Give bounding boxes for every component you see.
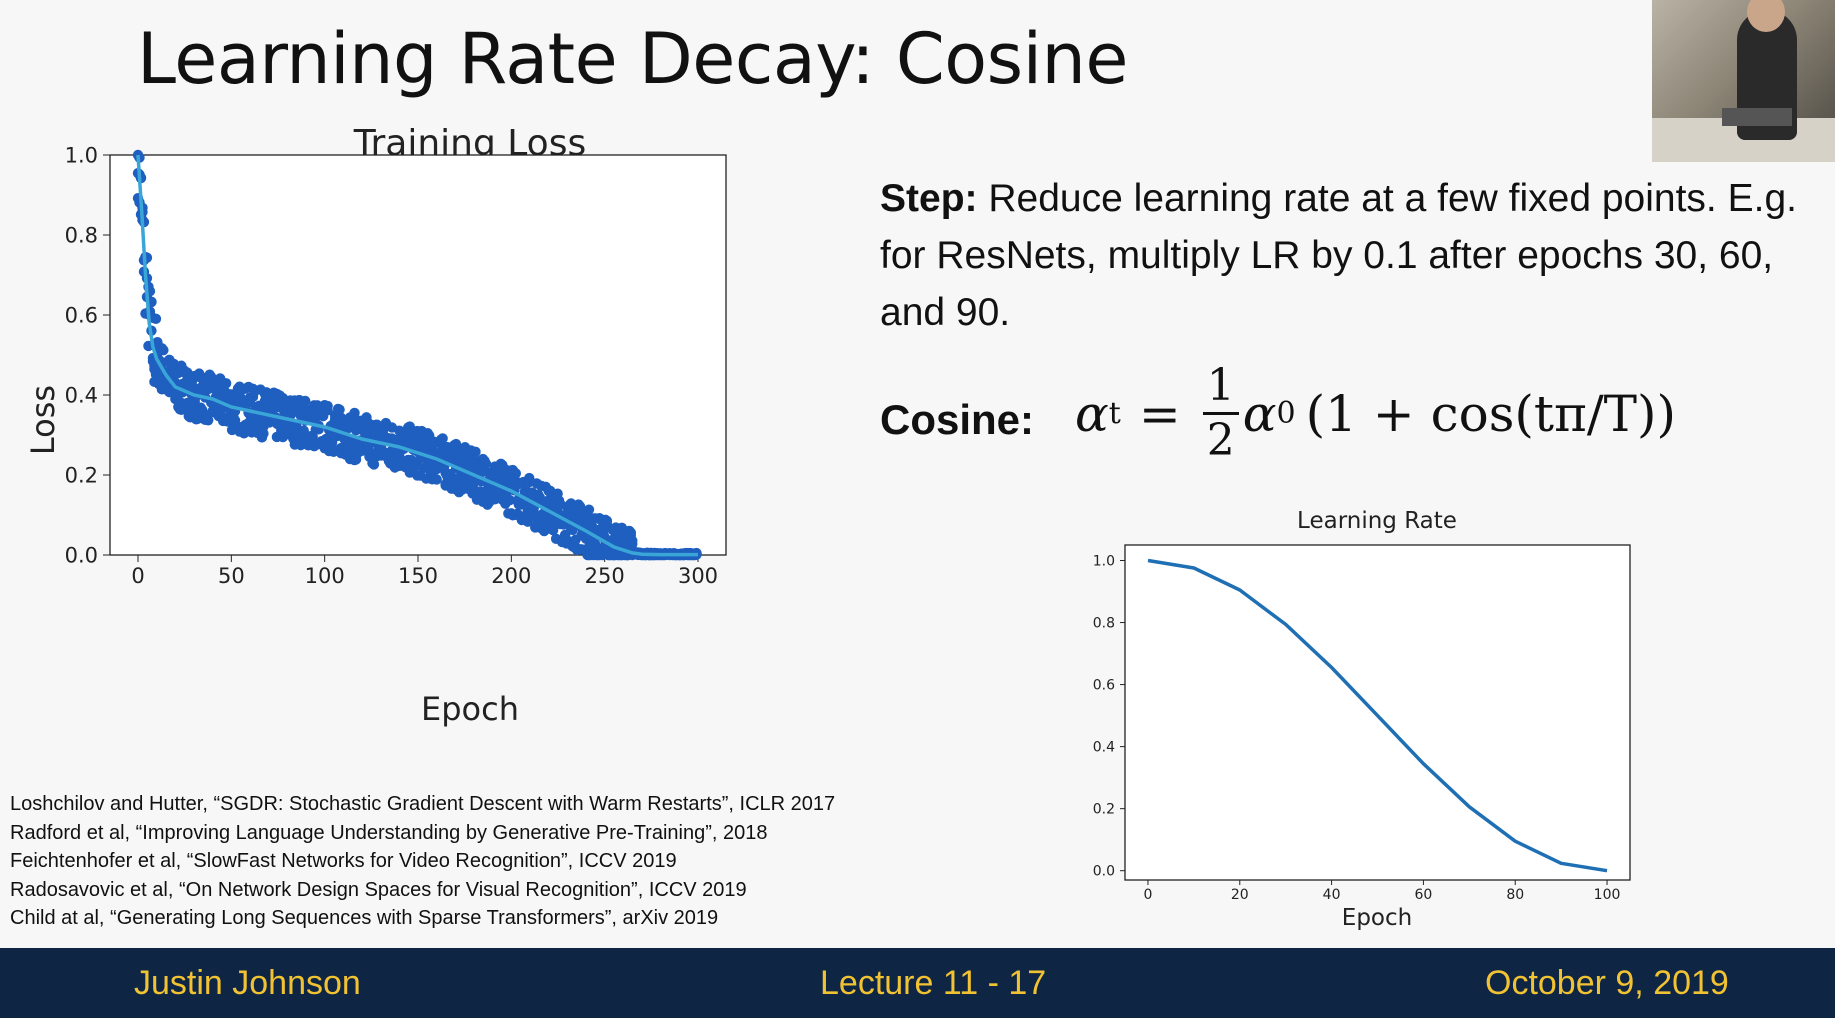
training-loss-plot: 0 50 100 150 200 250 300 0.0 0.2 0.4 0.6 0.8 1.0 bbox=[65, 143, 727, 588]
x-tick-label: 100 bbox=[305, 564, 345, 588]
step-description: Step: Reduce learning rate at a few fixe… bbox=[880, 170, 1820, 341]
x-tick-label: 40 bbox=[1323, 887, 1341, 903]
y-tick-label: 0.0 bbox=[1093, 864, 1115, 880]
loss-point bbox=[150, 313, 162, 325]
x-tick-label: 0 bbox=[131, 564, 144, 588]
slide-title: Learning Rate Decay: Cosine bbox=[137, 18, 1128, 100]
loss-point bbox=[583, 504, 595, 515]
presenter-webcam bbox=[1652, 0, 1835, 162]
slide-footer: Justin Johnson Lecture 11 - 17 October 9… bbox=[0, 948, 1835, 1018]
x-tick-label: 150 bbox=[398, 564, 438, 588]
formula-equals: = bbox=[1138, 384, 1181, 443]
plot-frame bbox=[1124, 544, 1631, 881]
y-tick-label: 0.8 bbox=[1093, 615, 1115, 631]
y-tick-label: 0.6 bbox=[1093, 677, 1115, 693]
loss-point bbox=[158, 344, 169, 356]
x-tick-label: 60 bbox=[1414, 887, 1432, 903]
loss-point bbox=[431, 474, 442, 485]
loss-point bbox=[480, 458, 492, 469]
footer-date: October 9, 2019 bbox=[1485, 964, 1729, 1002]
loss-point bbox=[322, 400, 333, 412]
webcam-presenter-head bbox=[1747, 0, 1785, 32]
loss-point bbox=[437, 433, 448, 444]
x-tick-label: 20 bbox=[1231, 887, 1249, 903]
y-tick-label: 0.4 bbox=[1093, 740, 1115, 756]
loss-point bbox=[220, 378, 232, 389]
training-loss-chart: Training Loss 0 50 100 150 200 250 3000.00.20.… bbox=[24, 123, 727, 728]
formula-alpha-t-sub: t bbox=[1108, 396, 1121, 431]
learning-rate-xlabel: Epoch bbox=[1342, 905, 1412, 931]
y-tick-label: 0.6 bbox=[65, 303, 98, 327]
loss-point bbox=[261, 387, 272, 398]
training-loss-ylabel: Loss bbox=[24, 385, 62, 455]
x-tick-label: 80 bbox=[1506, 887, 1524, 903]
formula-half: 1 2 bbox=[1202, 360, 1239, 467]
loss-point bbox=[334, 404, 345, 415]
loss-point bbox=[229, 415, 241, 426]
loss-point bbox=[510, 468, 522, 479]
y-tick-label: 0.4 bbox=[65, 383, 98, 407]
x-tick-label: 100 bbox=[1594, 887, 1621, 903]
loss-point bbox=[202, 415, 214, 426]
loss-point bbox=[349, 407, 360, 419]
loss-point bbox=[504, 494, 516, 506]
y-tick-label: 1.0 bbox=[65, 143, 98, 167]
loss-point bbox=[567, 524, 578, 536]
loss-point bbox=[368, 459, 380, 470]
x-tick-label: 200 bbox=[491, 564, 531, 588]
references-list: Loshchilov and Hutter, “SGDR: Stochastic… bbox=[10, 790, 835, 933]
step-label: Step: bbox=[880, 177, 978, 220]
formula-alpha-t: α bbox=[1075, 384, 1109, 443]
footer-lecture: Lecture 11 - 17 bbox=[820, 964, 1047, 1002]
formula-alpha-0-sub: 0 bbox=[1276, 396, 1296, 431]
formula-frac-num: 1 bbox=[1202, 360, 1239, 415]
x-tick-label: 0 bbox=[1143, 887, 1152, 903]
y-tick-label: 1.0 bbox=[1093, 553, 1115, 569]
formula-alpha-0: α bbox=[1242, 384, 1277, 443]
step-text: Reduce learning rate at a few fixed poin… bbox=[880, 177, 1797, 334]
y-tick-label: 0.2 bbox=[65, 463, 98, 487]
reference-item: Feichtenhofer et al, “SlowFast Networks … bbox=[10, 850, 677, 872]
cosine-label: Cosine: bbox=[880, 396, 1035, 443]
reference-item: Radosavovic et al, “On Network Design Sp… bbox=[10, 878, 747, 901]
y-tick-label: 0.0 bbox=[65, 543, 98, 567]
plot-frame bbox=[109, 154, 727, 556]
learning-rate-plot: 0 20 40 60 80 100 0.0 0.2 0.4 0.6 0.8 1.0 bbox=[1093, 544, 1631, 903]
x-tick-label: 50 bbox=[218, 564, 245, 588]
x-tick-label: 300 bbox=[678, 564, 718, 588]
y-tick-label: 0.2 bbox=[1093, 802, 1115, 818]
x-tick-label: 250 bbox=[585, 564, 625, 588]
learning-rate-line bbox=[1147, 558, 1608, 873]
webcam-laptop bbox=[1722, 108, 1792, 126]
training-loss-xlabel: Epoch bbox=[421, 690, 519, 728]
formula-rhs: (1 + cos(tπ/T)) bbox=[1305, 384, 1677, 443]
loss-point bbox=[574, 501, 586, 512]
loss-point bbox=[470, 446, 481, 458]
y-tick-label: 0.8 bbox=[65, 223, 98, 247]
footer-author: Justin Johnson bbox=[134, 964, 361, 1002]
loss-point bbox=[450, 438, 462, 450]
reference-item: Radford et al, “Improving Language Under… bbox=[10, 821, 768, 844]
reference-item: Loshchilov and Hutter, “SGDR: Stochastic… bbox=[10, 793, 836, 815]
loss-trend-line bbox=[136, 154, 698, 557]
loss-point bbox=[300, 395, 311, 407]
reference-item: Child at al, “Generating Long Sequences … bbox=[10, 907, 719, 929]
learning-rate-chart: Learning Rate 0 20 40 60 80 100 0.0 0.2 0.4 0.6 0.… bbox=[1093, 508, 1631, 931]
formula-frac-den: 2 bbox=[1206, 415, 1235, 466]
loss-point bbox=[627, 535, 638, 546]
learning-rate-title: Learning Rate bbox=[1297, 508, 1457, 534]
